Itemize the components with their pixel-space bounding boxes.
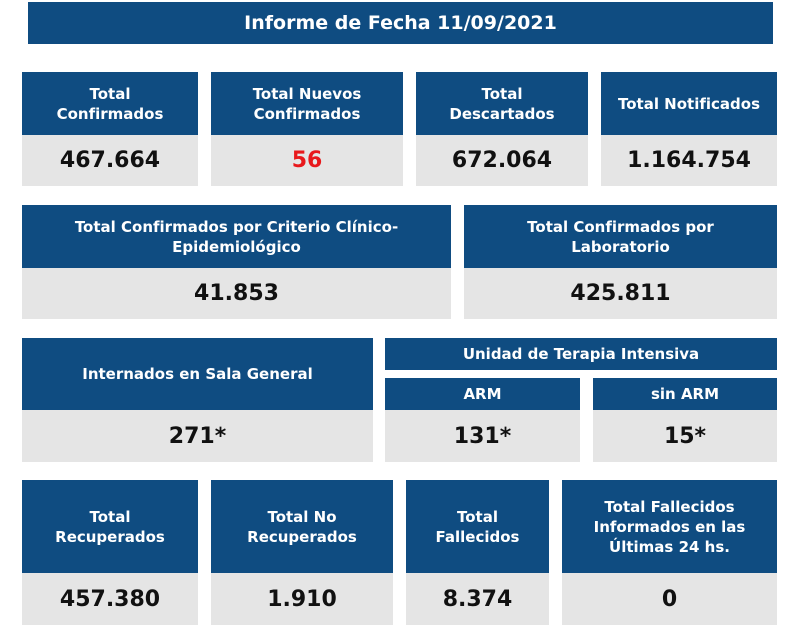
card-value: 672.064	[416, 135, 588, 186]
card-label: Total Confirmados	[22, 72, 198, 135]
card-value: 41.853	[22, 268, 451, 319]
card-value: 8.374	[406, 573, 549, 625]
card-label: Total Notificados	[601, 72, 777, 135]
uti-title: Unidad de Terapia Intensiva	[385, 338, 777, 370]
card-value: 0	[562, 573, 777, 625]
card-label: Total Recuperados	[22, 480, 198, 573]
card-value: 56	[211, 135, 403, 186]
card-label: Total Confirmados por Laboratorio	[464, 205, 777, 268]
card-label: Total Nuevos Confirmados	[211, 72, 403, 135]
uti-label: ARM	[385, 378, 580, 410]
card-value: 425.811	[464, 268, 777, 319]
uti-label: sin ARM	[593, 378, 777, 410]
card-label: Total Confirmados por Criterio Clínico-E…	[22, 205, 451, 268]
uti-value: 15*	[593, 410, 777, 462]
card-value: 457.380	[22, 573, 198, 625]
card-value: 1.164.754	[601, 135, 777, 186]
card-value: 271*	[22, 410, 373, 462]
card-value: 1.910	[211, 573, 393, 625]
uti-value: 131*	[385, 410, 580, 462]
report-title: Informe de Fecha 11/09/2021	[28, 2, 773, 44]
card-label: Total Fallecidos	[406, 480, 549, 573]
card-label: Internados en Sala General	[22, 338, 373, 410]
card-label: Total Fallecidos Informados en las Últim…	[562, 480, 777, 573]
card-label: Total No Recuperados	[211, 480, 393, 573]
card-value: 467.664	[22, 135, 198, 186]
card-label: Total Descartados	[416, 72, 588, 135]
